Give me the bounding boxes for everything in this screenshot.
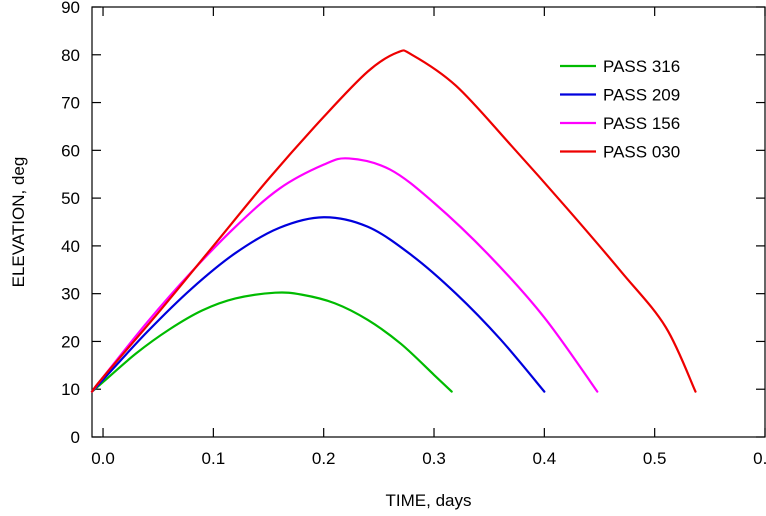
legend: PASS 316 PASS 209 PASS 156 PASS 030 (560, 57, 680, 162)
series-line-pass-316 (90, 291, 453, 393)
y-axis-label: ELEVATION, deg (9, 157, 28, 288)
plot-frame (91, 6, 766, 438)
legend-label: PASS 316 (603, 57, 680, 76)
x-tick-label: 0.6 (753, 449, 766, 468)
x-tick-label: 0.0 (91, 449, 115, 468)
series-layer (90, 49, 697, 393)
y-tick-label: 90 (61, 0, 80, 17)
legend-label: PASS 209 (603, 86, 680, 105)
x-tick-label: 0.3 (422, 449, 446, 468)
y-tick-label: 20 (61, 332, 80, 351)
ticks-layer: 0.0 0.1 0.2 0.3 0.4 0.5 0.6 0 10 20 30 40 50 60 70 80 90 (61, 0, 766, 468)
x-tick-label: 0.4 (533, 449, 557, 468)
y-tick-label: 0 (71, 428, 80, 447)
y-tick-label: 60 (61, 141, 80, 160)
x-axis-label: TIME, days (386, 491, 472, 510)
x-tick-label: 0.1 (202, 449, 226, 468)
y-tick-label: 80 (61, 46, 80, 65)
y-tick-label: 50 (61, 189, 80, 208)
y-tick-label: 70 (61, 94, 80, 113)
legend-label: PASS 030 (603, 143, 680, 162)
y-tick-label: 30 (61, 285, 80, 304)
series-line-pass-030 (90, 49, 697, 393)
legend-label: PASS 156 (603, 114, 680, 133)
series-line-pass-156 (90, 157, 599, 393)
x-tick-label: 0.2 (312, 449, 336, 468)
y-tick-label: 40 (61, 237, 80, 256)
y-tick-label: 10 (61, 380, 80, 399)
x-tick-label: 0.5 (643, 449, 667, 468)
series-line-pass-209 (90, 216, 546, 393)
